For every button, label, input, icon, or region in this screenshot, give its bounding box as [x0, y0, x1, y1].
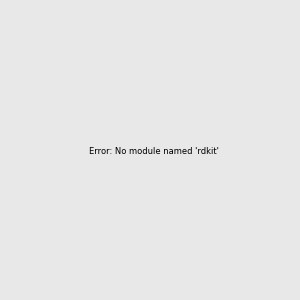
Text: Error: No module named 'rdkit': Error: No module named 'rdkit' — [89, 147, 219, 156]
